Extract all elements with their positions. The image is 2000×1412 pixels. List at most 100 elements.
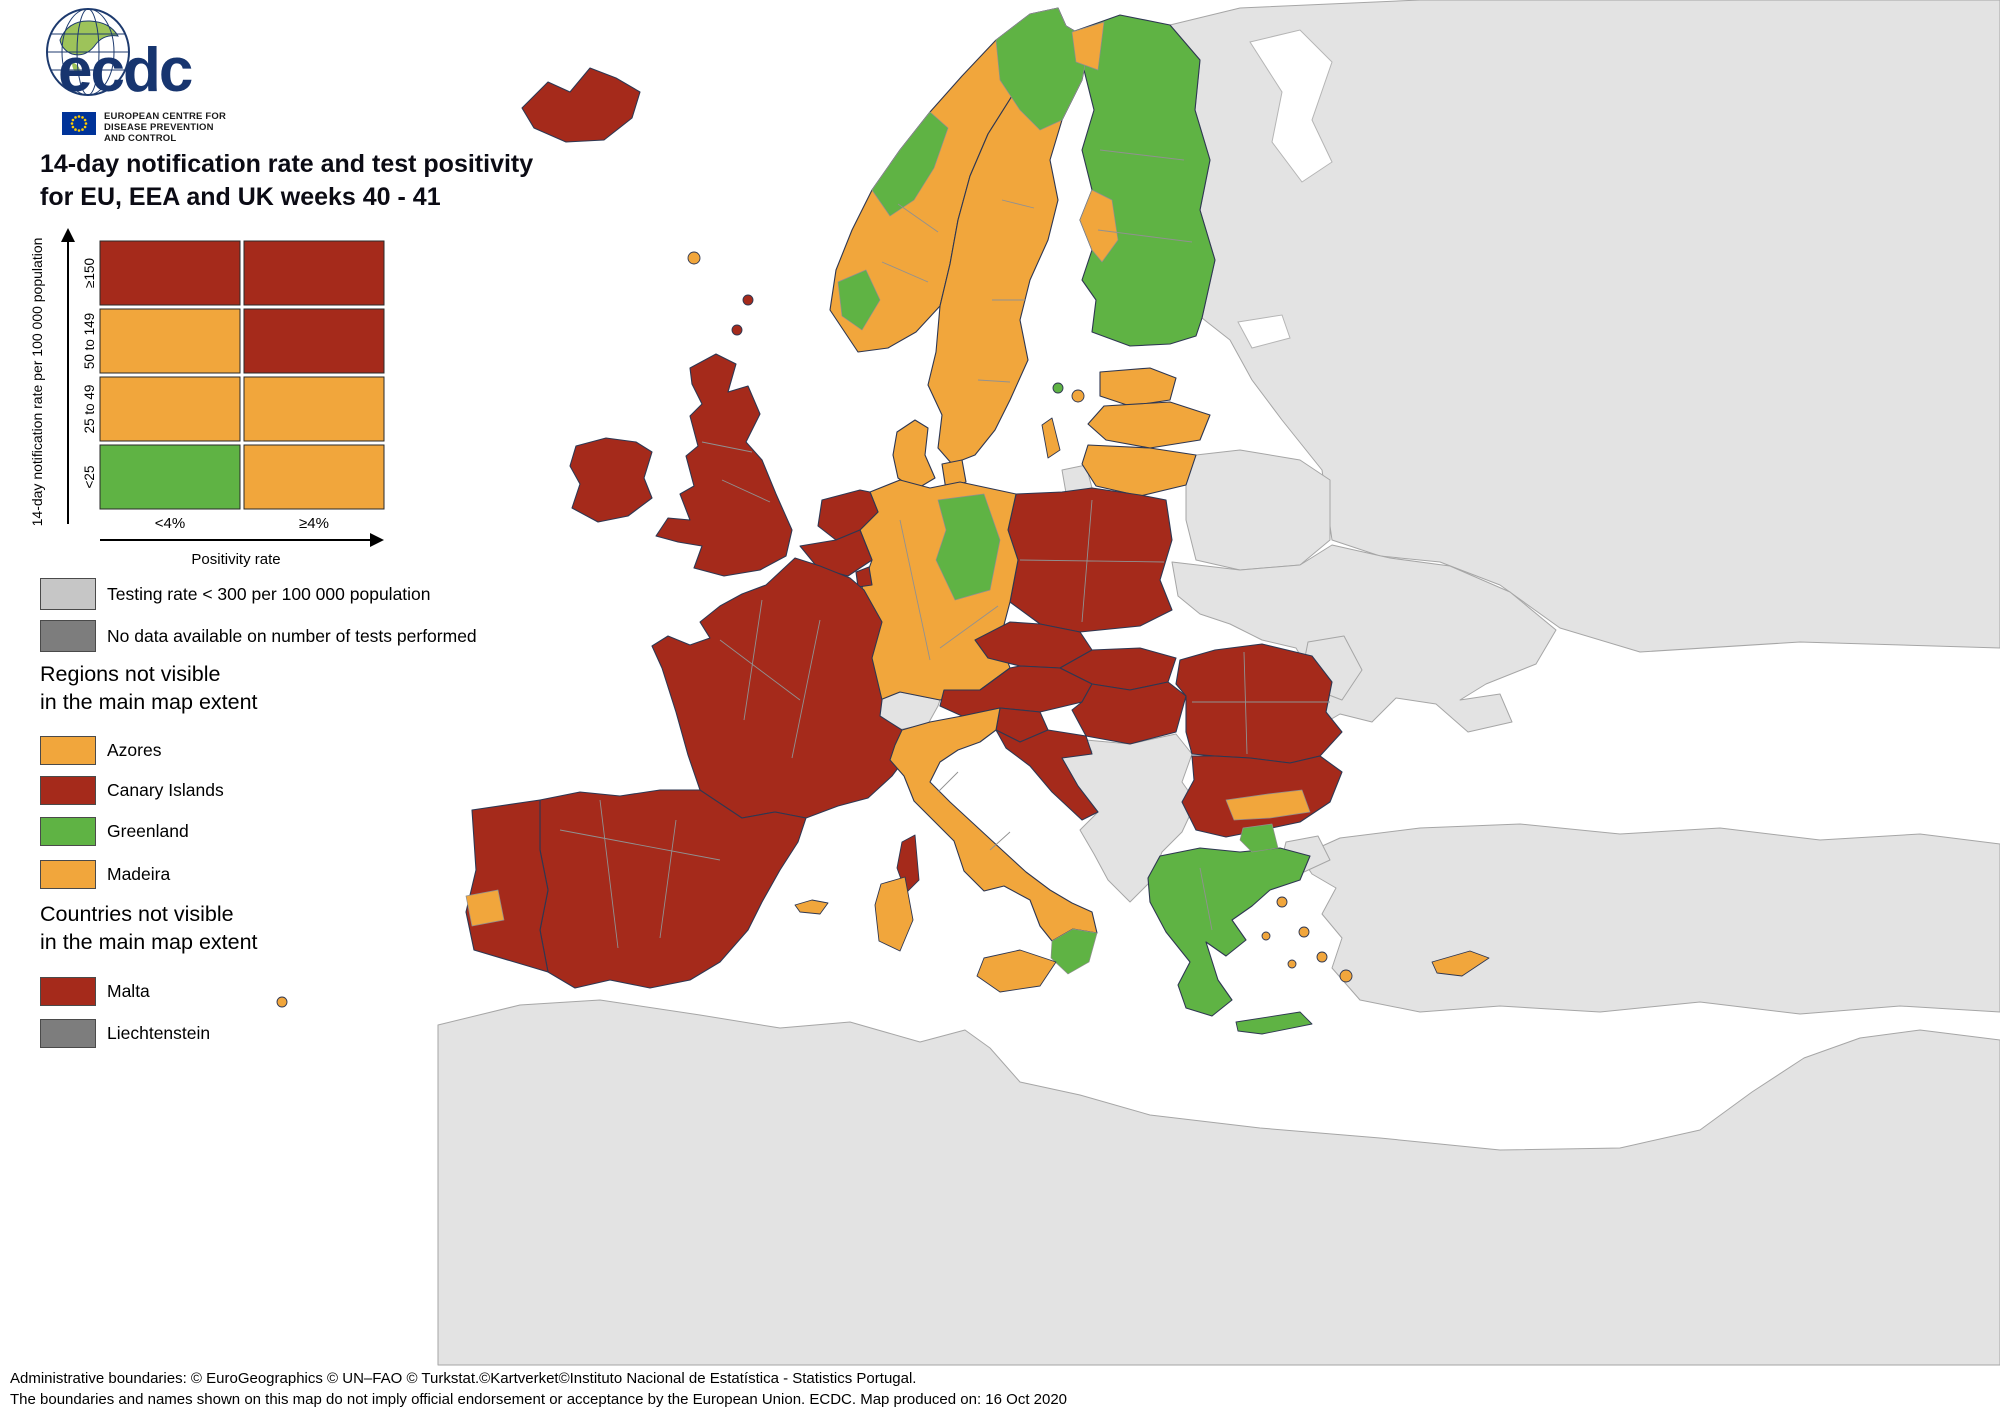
island-aegean xyxy=(1287,959,1297,969)
white-sea xyxy=(1249,29,1333,183)
region-norway-southwest xyxy=(837,269,881,331)
island-sicily xyxy=(976,949,1057,993)
madeira-swatch xyxy=(40,860,96,889)
country-italy xyxy=(889,707,1098,942)
country-iceland xyxy=(521,67,641,143)
island-balearics xyxy=(794,899,829,915)
liechtenstein-swatch xyxy=(40,1019,96,1048)
country-hungary xyxy=(1071,681,1187,745)
matrix-cell-r3c1 xyxy=(243,444,385,510)
matrix-y-axis-label: 14-day notification rate per 100 000 pop… xyxy=(29,238,45,527)
region-finland-top xyxy=(1071,21,1105,71)
region-germany-east xyxy=(935,493,1001,601)
liechtenstein-label: Liechtenstein xyxy=(107,1023,211,1043)
countries-not-visible-heading: Countries not visible in the main map ex… xyxy=(40,900,258,956)
azores-swatch xyxy=(40,736,96,765)
eu-flag-icon xyxy=(62,112,96,135)
region-bulgaria-south xyxy=(1225,789,1311,821)
region-calabria xyxy=(1050,928,1098,975)
country-germany xyxy=(859,479,1019,701)
legend-item-liechtenstein: Liechtenstein xyxy=(40,1019,210,1048)
island-aegean xyxy=(1261,931,1271,941)
y-axis-arrowhead xyxy=(61,228,75,242)
regions-heading-line-2: in the main map extent xyxy=(40,690,258,714)
country-greece xyxy=(1147,847,1311,1017)
matrix-cell-r3c0 xyxy=(99,444,241,510)
greenland-label: Greenland xyxy=(107,821,189,841)
matrix-cell-r2c0 xyxy=(99,376,241,442)
legend-item-canary-islands: Canary Islands xyxy=(40,776,224,805)
logo-caption-line: EUROPEAN CENTRE FOR xyxy=(104,111,227,122)
testing-rate-swatch xyxy=(40,578,96,610)
matrix-cell-r1c1 xyxy=(243,308,385,374)
country-ireland xyxy=(569,437,653,523)
legend-item-azores: Azores xyxy=(40,736,161,765)
row-label-150: ≥150 xyxy=(82,258,97,288)
footer: Administrative boundaries: © EuroGeograp… xyxy=(10,1368,1067,1410)
madeira-label: Madeira xyxy=(107,864,171,884)
globe-icon xyxy=(46,8,130,96)
island-shetland xyxy=(742,294,754,306)
regional-borders xyxy=(559,149,1330,949)
island-orkney xyxy=(731,324,743,336)
country-lithuania xyxy=(1081,444,1197,497)
no-data-label: No data available on number of tests per… xyxy=(107,625,477,646)
title-line-2: for EU, EEA and UK weeks 40 - 41 xyxy=(40,183,441,211)
country-africa-coast xyxy=(437,999,2000,1366)
ecdc-globe-logo xyxy=(46,8,130,96)
legend-item-malta: Malta xyxy=(40,977,150,1006)
col-label-ge4: ≥4% xyxy=(299,515,329,532)
region-nordic-north xyxy=(995,7,1091,131)
country-uk xyxy=(655,353,793,577)
x-axis-arrowhead xyxy=(370,533,384,547)
legend-item-testing-rate: Testing rate < 300 per 100 000 populatio… xyxy=(40,578,431,610)
page-title: 14-day notification rate and test positi… xyxy=(40,148,533,214)
footer-line-1: Administrative boundaries: © EuroGeograp… xyxy=(10,1370,917,1387)
regions-heading-line-1: Regions not visible xyxy=(40,662,221,686)
island-aegean xyxy=(1298,926,1310,938)
country-latvia xyxy=(1087,401,1211,449)
country-denmark xyxy=(892,419,936,491)
countries-heading-line-1: Countries not visible xyxy=(40,902,234,926)
matrix-cell-r0c0 xyxy=(99,240,241,306)
country-spain xyxy=(539,789,807,989)
island-aegean xyxy=(1316,951,1328,963)
title-line-1: 14-day notification rate and test positi… xyxy=(40,150,534,178)
matrix-cell-r2c1 xyxy=(243,376,385,442)
region-bulgaria-green xyxy=(1239,823,1279,853)
matrix-legend: 14-day notification rate per 100 000 pop… xyxy=(29,228,385,568)
island-aegean xyxy=(1276,896,1288,908)
region-lisbon xyxy=(465,889,505,927)
lake-ladoga xyxy=(1237,314,1291,349)
col-label-lt4: <4% xyxy=(155,515,185,532)
canary-islands-label: Canary Islands xyxy=(107,780,224,800)
island-saaremaa xyxy=(1071,389,1085,403)
malta-label: Malta xyxy=(107,981,150,1001)
matrix-cell-r1c0 xyxy=(99,308,241,374)
country-sweden xyxy=(927,25,1091,465)
row-label-25-49: 25 to 49 xyxy=(82,385,97,434)
region-norway-mid xyxy=(871,111,949,217)
greenland-swatch xyxy=(40,817,96,846)
island-cyprus xyxy=(1431,950,1490,977)
azores-label: Azores xyxy=(107,740,162,760)
matrix-cell-r0c1 xyxy=(243,240,385,306)
country-finland xyxy=(1071,14,1216,347)
island-faroe xyxy=(687,251,701,265)
country-ukraine xyxy=(1171,544,1557,733)
logo-caption: EUROPEAN CENTRE FOR DISEASE PREVENTION A… xyxy=(104,111,226,144)
island-sardinia xyxy=(874,876,914,952)
logo-caption-line: AND CONTROL xyxy=(104,133,177,144)
matrix-x-axis-label: Positivity rate xyxy=(191,551,280,568)
row-label-50-149: 50 to 149 xyxy=(82,313,97,369)
testing-rate-label: Testing rate < 300 per 100 000 populatio… xyxy=(107,583,431,604)
country-croatia xyxy=(995,729,1099,821)
footer-line-2: The boundaries and names shown on this m… xyxy=(10,1391,1068,1408)
malta-swatch xyxy=(40,977,96,1006)
countries-heading-line-2: in the main map extent xyxy=(40,930,258,954)
country-estonia xyxy=(1099,367,1177,407)
country-turkey xyxy=(1299,823,2000,1015)
country-romania xyxy=(1175,643,1343,764)
country-netherlands xyxy=(817,489,879,541)
